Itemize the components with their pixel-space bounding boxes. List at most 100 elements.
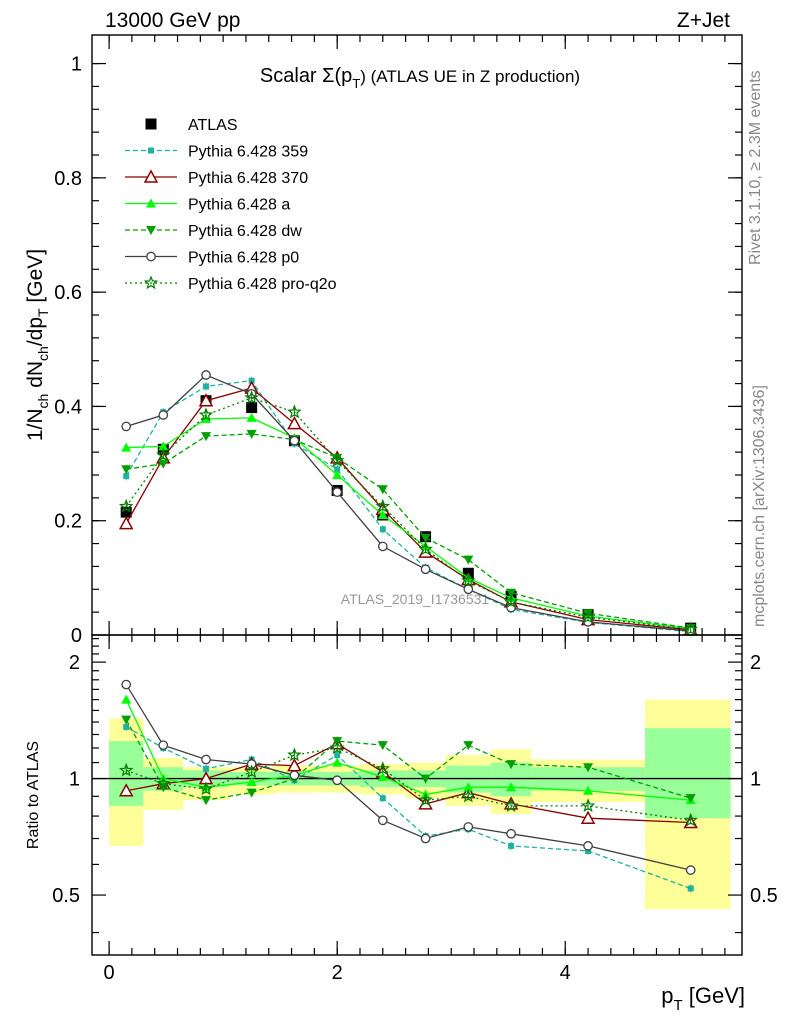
main-point bbox=[332, 470, 343, 479]
main-point bbox=[246, 429, 257, 439]
main-point bbox=[379, 526, 386, 533]
ratio-point bbox=[287, 747, 302, 762]
ratio-point bbox=[201, 754, 211, 765]
ratio-point bbox=[580, 810, 596, 824]
legend-label: Pythia 6.428 370 bbox=[188, 170, 308, 187]
ratio-point bbox=[246, 788, 257, 798]
ratio-point bbox=[685, 794, 696, 804]
main-point bbox=[377, 510, 388, 519]
ratio-point bbox=[463, 822, 474, 832]
legend-entry: Pythia 6.428 370 bbox=[125, 169, 308, 187]
ratio-point bbox=[503, 798, 519, 813]
ratio-point bbox=[332, 757, 343, 767]
main-ylabel: 1/Nch dNch/dpT [GeV] bbox=[24, 249, 51, 441]
ratio-point bbox=[377, 815, 388, 826]
ratio-ytick-label: 2 bbox=[69, 652, 80, 674]
ratio-point bbox=[379, 795, 386, 802]
main-point bbox=[121, 421, 132, 432]
main-point bbox=[683, 621, 698, 636]
main-point bbox=[287, 404, 302, 419]
ratio-series-group bbox=[118, 679, 698, 893]
ratio-point bbox=[121, 715, 132, 725]
main-plot-title: Scalar Σ(pT) (ATLAS UE in Z production) bbox=[260, 65, 580, 91]
ratio-point bbox=[508, 842, 515, 849]
ratio-point bbox=[583, 841, 593, 851]
ratio-point bbox=[580, 798, 596, 813]
xtick-label: 4 bbox=[560, 962, 571, 984]
ratio-ylabel: Ratio to ATLAS bbox=[25, 741, 42, 849]
legend-entry: Pythia 6.428 pro-q2o bbox=[125, 275, 337, 293]
legend-marker bbox=[143, 169, 159, 183]
ratio-point bbox=[461, 788, 476, 803]
ratio-point bbox=[329, 740, 345, 755]
ratio-line-2 bbox=[125, 699, 691, 801]
legend-marker bbox=[145, 118, 157, 130]
main-point bbox=[158, 459, 169, 469]
legend-label: Pythia 6.428 dw bbox=[188, 223, 302, 240]
ratio-point bbox=[198, 781, 214, 796]
legend-label: Pythia 6.428 359 bbox=[188, 144, 308, 161]
ratio-line-5 bbox=[125, 747, 691, 821]
ratio-point bbox=[506, 760, 517, 770]
ratio-point bbox=[156, 776, 171, 790]
main-point bbox=[123, 473, 130, 480]
main-point bbox=[463, 555, 474, 565]
main-point bbox=[246, 412, 257, 422]
main-point bbox=[203, 383, 210, 390]
legend-label: Pythia 6.428 p0 bbox=[188, 250, 299, 267]
ratio-point bbox=[377, 771, 388, 781]
main-point bbox=[334, 466, 341, 473]
main-point bbox=[332, 487, 343, 497]
ratio-point bbox=[687, 885, 694, 892]
main-point bbox=[329, 453, 345, 467]
ratio-point bbox=[585, 847, 592, 854]
main-point bbox=[246, 402, 258, 414]
main-line-3 bbox=[126, 417, 691, 630]
band-green bbox=[645, 728, 731, 819]
main-point bbox=[506, 588, 517, 598]
ratio-ytick-label: 1 bbox=[69, 769, 80, 791]
ratio-point bbox=[244, 764, 259, 779]
main-point bbox=[418, 541, 433, 556]
axes-group: 0 0.2 0.4 0.6 0.8 1 0 2 4 0.5 0.5 1 1 2 2 bbox=[52, 34, 778, 984]
legend-label: Pythia 6.428 pro-q2o bbox=[188, 276, 337, 293]
main-series-6 bbox=[118, 390, 698, 636]
main-point bbox=[156, 447, 171, 462]
main-ytick-label: 0.6 bbox=[54, 282, 82, 304]
title-main: Scalar Σ(p bbox=[260, 65, 352, 87]
ratio-uncertainty-bands bbox=[92, 699, 742, 910]
xtick-label: 2 bbox=[332, 962, 343, 984]
main-point bbox=[118, 516, 134, 530]
legend-entry: ATLAS bbox=[145, 117, 238, 134]
main-point bbox=[158, 410, 169, 420]
side-label-mcplots: mcplots.cern.ch [arXiv:1306.3436] bbox=[751, 385, 768, 627]
xtick-label: 0 bbox=[104, 962, 115, 984]
ratio-series-5 bbox=[118, 740, 698, 827]
ratio-line-0 bbox=[125, 726, 691, 890]
main-line-2 bbox=[125, 387, 691, 631]
main-point bbox=[580, 609, 596, 624]
ratio-point bbox=[418, 792, 433, 807]
ratio-frame bbox=[91, 634, 743, 956]
header-left: 13000 GeV pp bbox=[105, 9, 240, 32]
ratio-line-3 bbox=[125, 719, 691, 801]
ratio-point bbox=[506, 782, 517, 792]
legend-label: Pythia 6.428 a bbox=[188, 197, 290, 214]
main-point bbox=[244, 390, 259, 405]
main-point bbox=[121, 442, 132, 452]
main-point bbox=[420, 533, 431, 543]
ratio-point bbox=[583, 763, 594, 773]
ratio-point bbox=[334, 752, 341, 759]
main-point bbox=[375, 498, 391, 513]
ratio-point bbox=[203, 765, 210, 772]
ratio-point bbox=[463, 782, 474, 792]
main-point bbox=[289, 435, 300, 446]
ratio-point bbox=[158, 740, 169, 751]
x-axis-label: pT [GeV] bbox=[661, 983, 745, 1014]
legend-marker bbox=[146, 198, 156, 208]
main-point bbox=[198, 407, 214, 422]
legend-entry: Pythia 6.428 dw bbox=[125, 223, 302, 240]
main-line-1 bbox=[125, 380, 691, 633]
legend-entry: Pythia 6.428 p0 bbox=[125, 250, 299, 267]
